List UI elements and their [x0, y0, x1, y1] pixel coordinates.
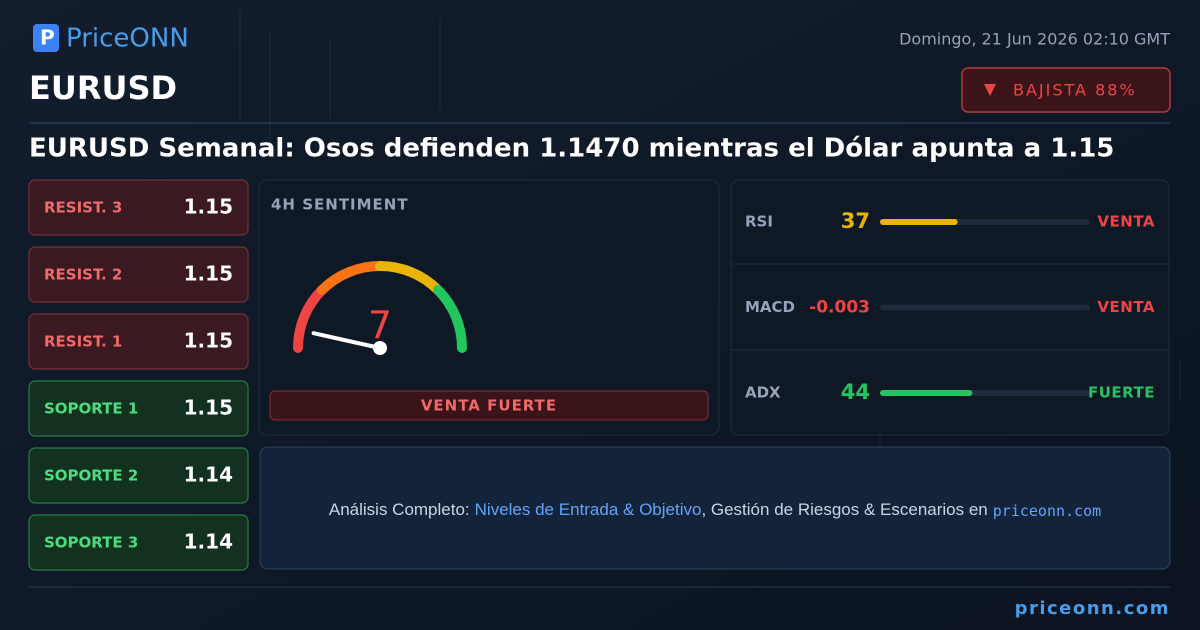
headline: EURUSD Semanal: Osos defienden 1.1470 mi…: [29, 134, 1114, 164]
level-value: 1.14: [184, 463, 233, 487]
level-label: SOPORTE 2: [44, 467, 138, 485]
gauge-hub: [373, 341, 387, 355]
level-label: SOPORTE 3: [44, 534, 138, 552]
level-label: RESIST. 1: [44, 333, 122, 351]
sentiment-value: 7: [368, 304, 392, 348]
sentiment-panel: [258, 179, 720, 436]
indicator-name: MACD: [745, 298, 795, 316]
indicator-name: RSI: [745, 213, 773, 231]
level-label: SOPORTE 1: [44, 400, 138, 418]
gauge-needle: [311, 331, 382, 350]
cta-site[interactable]: priceonn.com: [993, 502, 1101, 520]
level-box: [28, 514, 249, 571]
trend-label: BAJISTA 88%: [1013, 81, 1137, 100]
level-value: 1.14: [184, 530, 233, 554]
level-value: 1.15: [184, 396, 233, 420]
indicator-name: ADX: [745, 384, 781, 402]
background-chart: [239, 10, 1181, 470]
indicator-value: -0.003: [809, 298, 870, 318]
level-box: [28, 447, 249, 504]
indicator-status: VENTA: [1097, 298, 1155, 316]
level-box: [28, 179, 249, 236]
indicator-status: VENTA: [1097, 213, 1155, 231]
cta-middle: , Gestión de Riesgos & Escenarios en: [701, 500, 987, 519]
indicator-status: FUERTE: [1088, 384, 1155, 402]
date: Domingo, 21 Jun 2026 02:10 GMT: [899, 30, 1170, 49]
logo: PriceONN: [66, 24, 189, 54]
trend-badge: [961, 67, 1171, 113]
logo-icon-letter: P: [40, 26, 55, 50]
cta-link[interactable]: Niveles de Entrada & Objetivo: [475, 500, 702, 519]
indicator-bar: [880, 390, 973, 396]
footer-site[interactable]: priceonn.com: [1015, 598, 1170, 619]
indicator-track: [880, 304, 1090, 311]
level-value: 1.15: [184, 262, 233, 286]
cta-lead: Análisis Completo:: [329, 500, 470, 519]
level-label: RESIST. 3: [44, 199, 122, 217]
logo-icon: [33, 24, 59, 52]
verdict-box: [269, 390, 709, 421]
gauge-arc: [292, 260, 468, 353]
level-label: RESIST. 2: [44, 266, 122, 284]
cta: Análisis Completo: Niveles de Entrada & O…: [329, 500, 1101, 519]
symbol: EURUSD: [29, 69, 177, 107]
indicator-value: 37: [841, 209, 870, 233]
indicator-value: 44: [841, 380, 870, 404]
level-box: [28, 313, 249, 370]
level-value: 1.15: [184, 329, 233, 353]
cta-panel: [259, 446, 1171, 570]
level-box: [28, 380, 249, 437]
indicator-bar: [880, 219, 958, 225]
down-arrow: [984, 84, 996, 96]
level-value: 1.15: [184, 195, 233, 219]
sentiment-title: 4H SENTIMENT: [271, 196, 409, 214]
verdict: VENTA FUERTE: [421, 397, 557, 415]
level-box: [28, 246, 249, 303]
